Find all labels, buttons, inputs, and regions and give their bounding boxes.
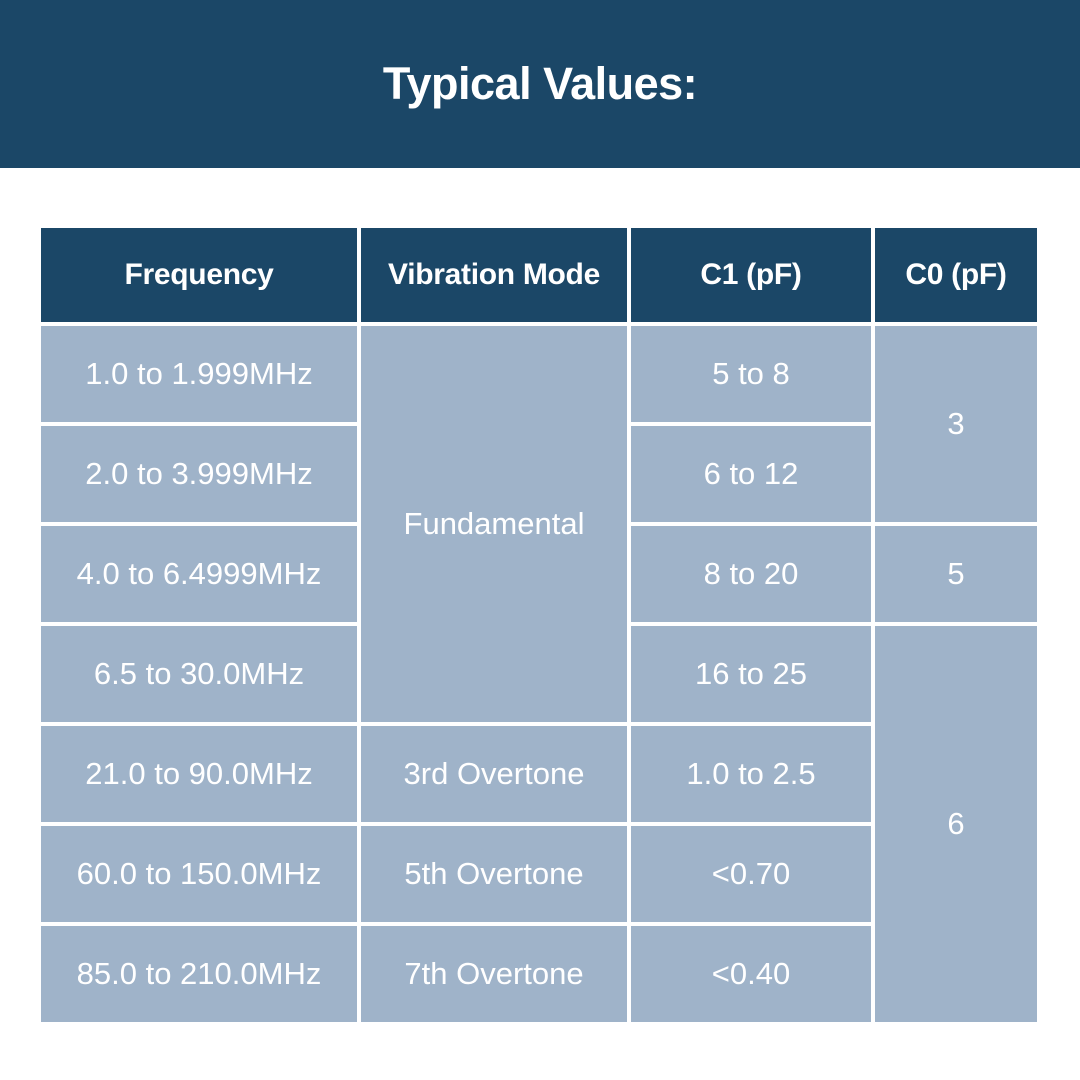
c0-cell: 5 [875,526,1037,622]
c1-cell: 16 to 25 [631,626,871,722]
c1-cell: 5 to 8 [631,326,871,422]
table-row: 2.0 to 3.999MHz 6 to 12 [41,426,1037,522]
c1-cell: 6 to 12 [631,426,871,522]
vibration-mode-cell: 5th Overtone [361,826,627,922]
c1-cell: 8 to 20 [631,526,871,622]
frequency-cell: 1.0 to 1.999MHz [41,326,357,422]
table-header-row: Frequency Vibration Mode C1 (pF) C0 (pF) [41,228,1037,322]
table-row: 4.0 to 6.4999MHz 8 to 20 5 [41,526,1037,622]
c0-cell: 3 [875,326,1037,522]
table-row: 6.5 to 30.0MHz 16 to 25 6 [41,626,1037,1022]
typical-values-table: Frequency Vibration Mode C1 (pF) C0 (pF)… [37,224,1041,1026]
frequency-cell: 60.0 to 150.0MHz [41,826,357,922]
c0-cell: 6 [875,626,1037,1022]
frequency-cell: 4.0 to 6.4999MHz [41,526,357,622]
c1-cell: 1.0 to 2.5 [631,726,871,822]
table-row: 21.0 to 90.0MHz 3rd Overtone 1.0 to 2.5 [41,726,1037,822]
column-header-frequency: Frequency [41,228,357,322]
table-row: 85.0 to 210.0MHz 7th Overtone <0.40 [41,926,1037,1022]
frequency-cell: 6.5 to 30.0MHz [41,626,357,722]
c1-cell: <0.40 [631,926,871,1022]
frequency-cell: 2.0 to 3.999MHz [41,426,357,522]
frequency-cell: 21.0 to 90.0MHz [41,726,357,822]
vibration-mode-cell: Fundamental [361,326,627,722]
page-title: Typical Values: [382,58,698,109]
frequency-cell: 85.0 to 210.0MHz [41,926,357,1022]
column-header-c1: C1 (pF) [631,228,871,322]
c1-cell: <0.70 [631,826,871,922]
table-row: 60.0 to 150.0MHz 5th Overtone <0.70 [41,826,1037,922]
column-header-vibration-mode: Vibration Mode [361,228,627,322]
column-header-c0: C0 (pF) [875,228,1037,322]
title-banner: Typical Values: [0,0,1080,168]
vibration-mode-cell: 3rd Overtone [361,726,627,822]
vibration-mode-cell: 7th Overtone [361,926,627,1022]
table-row: 1.0 to 1.999MHz Fundamental 5 to 8 3 [41,326,1037,722]
